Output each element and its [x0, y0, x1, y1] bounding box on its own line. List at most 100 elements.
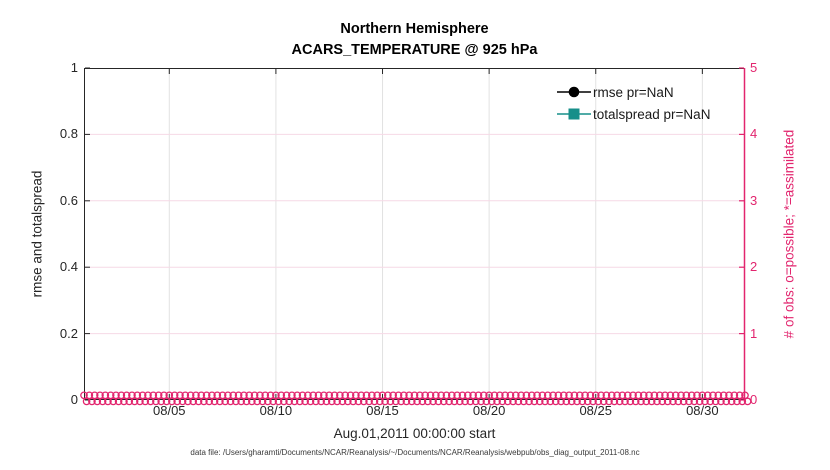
- obs-assimilated-marker: [189, 397, 198, 406]
- obs-assimilated-marker: [514, 397, 523, 406]
- obs-assimilated-marker: [663, 397, 672, 406]
- obs-possible-marker: [112, 391, 120, 400]
- y-tick-label-left: 0.6: [59, 192, 78, 208]
- obs-possible-marker: [309, 391, 318, 400]
- obs-assimilated-marker: [317, 397, 325, 406]
- obs-possible-marker: [144, 391, 152, 400]
- obs-possible-marker: [607, 391, 616, 400]
- obs-assimilated-marker: [136, 397, 144, 406]
- obs-possible-marker: [90, 391, 99, 400]
- obs-possible-marker: [277, 391, 286, 400]
- obs-possible-marker: [202, 391, 211, 400]
- legend-entry-totalspread: totalspread pr=NaN: [556, 103, 710, 125]
- obs-assimilated-marker: [242, 397, 251, 406]
- obs-possible-marker: [272, 391, 280, 400]
- obs-assimilated-marker: [365, 397, 373, 406]
- obs-assimilated-marker: [589, 397, 597, 406]
- obs-possible-marker: [240, 391, 248, 400]
- obs-possible-marker: [586, 391, 595, 400]
- y-tick-label-right: 0: [750, 392, 758, 407]
- obs-assimilated-marker: [349, 397, 357, 406]
- obs-possible-marker: [591, 391, 600, 400]
- obs-possible-marker: [447, 391, 456, 400]
- obs-assimilated-marker: [482, 397, 491, 406]
- obs-assimilated-marker: [375, 397, 384, 406]
- obs-assimilated-marker: [519, 397, 528, 406]
- obs-assimilated-marker: [679, 397, 688, 406]
- obs-possible-marker: [437, 391, 446, 400]
- obs-possible-marker: [698, 391, 707, 400]
- obs-assimilated-marker: [669, 397, 677, 406]
- obs-possible-marker: [463, 391, 472, 400]
- obs-possible-marker: [533, 391, 541, 400]
- obs-possible-marker: [522, 391, 531, 400]
- obs-possible-marker: [261, 391, 270, 400]
- obs-assimilated-marker: [578, 397, 587, 406]
- obs-possible-marker: [479, 391, 488, 400]
- obs-assimilated-marker: [530, 397, 539, 406]
- obs-assimilated-marker: [450, 397, 459, 406]
- obs-assimilated-marker: [141, 397, 150, 406]
- obs-assimilated-marker: [738, 397, 747, 406]
- obs-assimilated-marker: [157, 397, 166, 406]
- y-tick-label-left: 0.4: [59, 259, 78, 275]
- legend-label-rmse: rmse pr=NaN: [593, 84, 674, 100]
- obs-possible-marker: [282, 391, 291, 400]
- obs-assimilated-marker: [210, 397, 219, 406]
- obs-possible-marker: [415, 391, 424, 400]
- obs-assimilated-marker: [626, 397, 635, 406]
- obs-possible-marker: [575, 391, 584, 400]
- legend-label-totalspread: totalspread pr=NaN: [593, 106, 711, 122]
- obs-assimilated-marker: [232, 397, 240, 406]
- obs-possible-marker: [495, 391, 504, 400]
- obs-possible-marker: [618, 391, 627, 400]
- obs-assimilated-marker: [631, 397, 640, 406]
- obs-possible-marker: [431, 391, 440, 400]
- obs-assimilated-marker: [706, 397, 715, 406]
- obs-assimilated-marker: [535, 397, 544, 406]
- obs-possible-marker: [629, 391, 637, 400]
- obs-possible-marker: [410, 391, 419, 400]
- obs-possible-marker: [357, 391, 366, 400]
- obs-possible-marker: [639, 391, 648, 400]
- y-tick-label-left: 0.8: [59, 126, 78, 142]
- obs-possible-marker: [687, 391, 696, 400]
- obs-assimilated-marker: [717, 397, 725, 406]
- obs-possible-marker: [266, 391, 275, 400]
- obs-assimilated-marker: [114, 397, 123, 406]
- obs-assimilated-marker: [279, 397, 288, 406]
- obs-assimilated-marker: [551, 397, 560, 406]
- obs-assimilated-marker: [690, 397, 699, 406]
- obs-possible-marker: [511, 391, 520, 400]
- obs-assimilated-marker: [237, 397, 246, 406]
- obs-assimilated-marker: [125, 397, 134, 406]
- x-tick-label: 08/30: [686, 403, 719, 418]
- obs-possible-marker: [170, 391, 179, 400]
- obs-assimilated-marker: [130, 397, 139, 406]
- obs-assimilated-marker: [88, 397, 96, 406]
- obs-assimilated-marker: [525, 397, 533, 406]
- obs-possible-marker: [325, 391, 334, 400]
- obs-possible-marker: [362, 391, 371, 400]
- obs-assimilated-marker: [301, 397, 310, 406]
- obs-assimilated-marker: [343, 397, 352, 406]
- obs-assimilated-marker: [471, 397, 480, 406]
- obs-assimilated-marker: [429, 397, 437, 406]
- obs-assimilated-marker: [733, 397, 741, 406]
- obs-possible-marker: [293, 391, 302, 400]
- obs-possible-marker: [634, 391, 643, 400]
- obs-possible-marker: [527, 391, 536, 400]
- obs-assimilated-marker: [322, 397, 331, 406]
- obs-possible-marker: [613, 391, 621, 400]
- obs-possible-marker: [373, 391, 382, 400]
- obs-possible-marker: [208, 391, 216, 400]
- y-tick-label-left: 0: [70, 392, 78, 407]
- obs-possible-marker: [186, 391, 195, 400]
- obs-assimilated-marker: [194, 397, 203, 406]
- obs-assimilated-marker: [455, 397, 464, 406]
- plot-subtitle: ACARS_TEMPERATURE @ 925 hPa: [291, 42, 538, 58]
- obs-possible-marker: [490, 391, 499, 400]
- obs-assimilated-marker: [98, 397, 107, 406]
- x-tick-label: 08/20: [472, 403, 506, 418]
- obs-possible-marker: [213, 391, 222, 400]
